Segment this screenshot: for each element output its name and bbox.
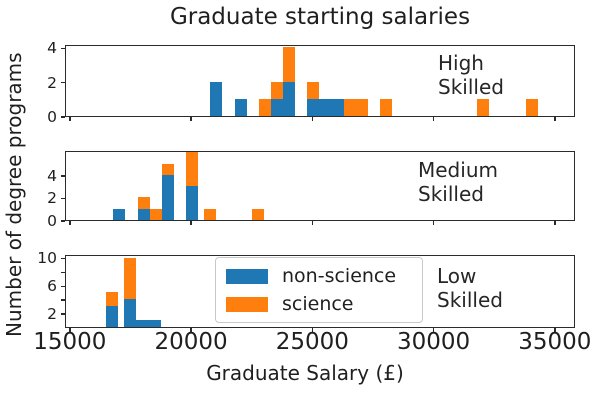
y-tick-mark: [61, 116, 65, 118]
x-tick-mark: [432, 328, 435, 332]
bar-segment-science: [124, 257, 137, 300]
bar-segment-science: [204, 208, 217, 220]
bar-segment-non-science: [148, 320, 161, 327]
y-tick-mark: [61, 313, 65, 315]
y-tick-label: 6: [47, 277, 57, 296]
legend-swatch-non-science: [226, 268, 268, 284]
bar-segment-non-science: [210, 81, 223, 116]
y-tick-label: 4: [47, 166, 57, 185]
bar-segment-science: [149, 208, 162, 220]
bar-segment-science: [106, 292, 119, 307]
bar-segment-science: [186, 152, 199, 187]
bar-segment-non-science: [124, 299, 137, 327]
x-axis-label: Graduate Salary (£): [206, 361, 404, 385]
x-tick-label: 35000: [518, 329, 592, 355]
bar-segment-non-science: [161, 174, 174, 220]
bar-segment-science: [343, 98, 356, 116]
y-axis-label: Number of degree programs: [2, 52, 26, 337]
x-tick-mark: [311, 117, 314, 121]
y-tick-mark: [61, 257, 65, 260]
bar-segment-non-science: [307, 98, 320, 116]
x-tick-mark: [432, 221, 435, 225]
legend-row-science: science: [226, 293, 422, 315]
annotation-low-skilled: Low Skilled: [437, 264, 503, 312]
x-tick-mark: [311, 221, 314, 225]
y-tick-label: 0: [47, 212, 57, 230]
x-tick-mark: [432, 117, 435, 121]
y-tick-label: 10: [37, 249, 57, 268]
y-tick-label: 0: [47, 108, 57, 126]
bar-segment-non-science: [113, 208, 126, 220]
y-tick-mark: [61, 285, 65, 287]
bar-segment-science: [137, 197, 150, 209]
x-tick-mark: [554, 328, 556, 332]
bar-segment-non-science: [283, 81, 296, 116]
y-tick-label: 2: [47, 73, 57, 92]
y-tick-mark: [61, 299, 65, 301]
bar-segment-non-science: [331, 98, 344, 116]
annotation-high-skilled: High Skilled: [438, 51, 504, 99]
bar-segment-science: [283, 47, 296, 82]
x-tick-mark: [554, 117, 556, 121]
y-tick-mark: [61, 175, 65, 177]
bar-segment-science: [270, 81, 284, 99]
x-tick-label: 15000: [33, 329, 107, 355]
bar-segment-science: [258, 98, 271, 116]
y-tick-label: 2: [47, 189, 57, 208]
bar-segment-non-science: [234, 98, 247, 116]
bar-segment-science: [380, 98, 393, 116]
bar-segment-science: [307, 81, 320, 99]
bar-segment-non-science: [137, 208, 150, 220]
y-tick-mark: [61, 47, 65, 50]
subplot-high-skilled: High Skilled: [65, 45, 575, 117]
bar-segment-non-science: [136, 320, 149, 327]
legend-label-non-science: non-science: [282, 265, 397, 287]
chart-title: Graduate starting salaries: [169, 4, 471, 30]
x-tick-mark: [69, 221, 71, 225]
annotation-medium-skilled: Medium Skilled: [418, 158, 498, 206]
legend: non-science science: [215, 257, 423, 323]
y-tick-mark: [61, 82, 65, 84]
bar-segment-science: [525, 98, 538, 116]
bar-segment-science: [355, 98, 368, 116]
bar-segment-science: [251, 208, 264, 220]
bar-segment-non-science: [270, 98, 284, 116]
x-tick-label: 25000: [275, 329, 349, 355]
legend-row-non-science: non-science: [226, 265, 422, 287]
y-tick-label: 4: [47, 39, 57, 58]
x-tick-mark: [554, 221, 556, 225]
y-tick-mark: [61, 197, 65, 200]
bar-segment-non-science: [319, 98, 332, 116]
bar-segment-non-science: [186, 186, 199, 220]
y-tick-mark: [61, 271, 65, 274]
x-tick-mark: [190, 328, 192, 332]
bar-segment-non-science: [106, 306, 119, 327]
y-tick-label: 2: [47, 305, 57, 324]
bar-segment-science: [477, 98, 490, 116]
x-tick-label: 30000: [397, 329, 471, 355]
x-tick-mark: [69, 117, 71, 121]
y-tick-mark: [61, 220, 65, 222]
x-tick-mark: [311, 328, 314, 332]
subplot-medium-skilled: Medium Skilled: [65, 151, 575, 221]
x-tick-mark: [190, 117, 192, 121]
x-tick-mark: [69, 328, 71, 332]
bar-segment-science: [161, 163, 174, 175]
x-tick-mark: [190, 221, 192, 225]
legend-label-science: science: [282, 293, 354, 315]
x-tick-label: 20000: [154, 329, 228, 355]
legend-swatch-science: [226, 296, 268, 312]
